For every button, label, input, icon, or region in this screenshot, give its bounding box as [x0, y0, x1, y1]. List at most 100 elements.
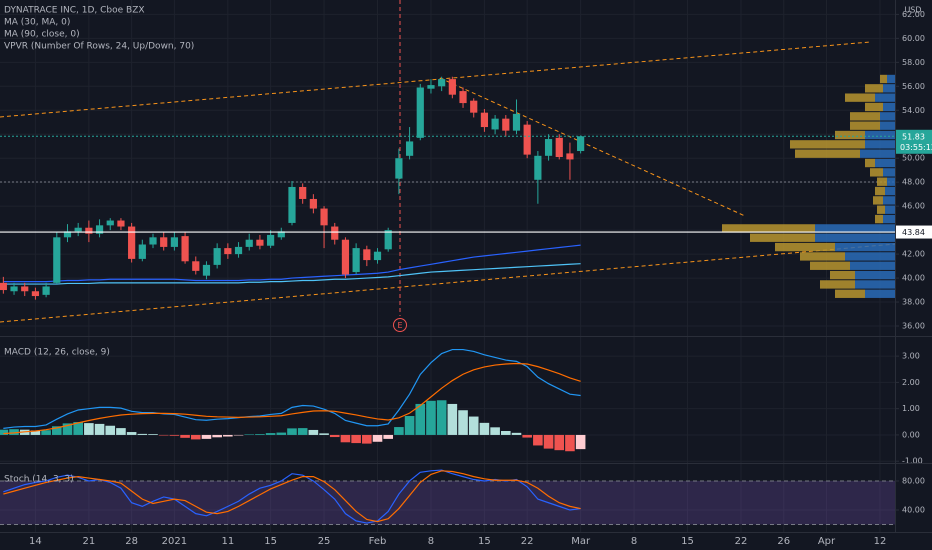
histogram-bar [180, 434, 190, 438]
vpvr-down [830, 270, 855, 280]
histogram-bar [362, 434, 372, 444]
histogram-bar [468, 416, 479, 435]
candle-body [555, 137, 563, 158]
candle-body [544, 139, 553, 156]
candle-body [320, 208, 328, 226]
histogram-bar [62, 423, 73, 435]
histogram-bar [126, 432, 137, 435]
histogram-bar [169, 434, 180, 436]
candle-body [459, 91, 467, 104]
candle-body [427, 85, 435, 89]
histogram-bar [415, 403, 426, 435]
x-tick-label: 22 [521, 536, 534, 547]
candle-body [331, 226, 339, 240]
histogram-bar [116, 428, 126, 435]
event-marker[interactable] [393, 318, 407, 332]
vpvr-down [810, 261, 850, 270]
indicator-line [3, 263, 581, 285]
candle-body [438, 79, 446, 87]
y-tick-label: 38.00 [902, 298, 925, 307]
x-tick-label: 15 [264, 536, 277, 547]
vpvr-up [860, 149, 895, 158]
vpvr-down [800, 252, 845, 261]
price-label: 43.84 [902, 228, 925, 237]
countdown: 03:55:12 [900, 143, 932, 152]
histogram-bar [575, 434, 586, 450]
vpvr-up [875, 93, 895, 102]
trend-line[interactable] [0, 41, 871, 118]
y-tick-label: 2.00 [902, 378, 920, 387]
x-tick-label: 28 [125, 536, 138, 547]
candle-body [309, 198, 317, 209]
x-tick-label: 2021 [162, 536, 187, 547]
vpvr-down [880, 74, 887, 84]
trend-line[interactable] [0, 243, 895, 323]
candle-body [138, 244, 146, 259]
candle-body [0, 282, 7, 291]
vpvr-down [820, 280, 855, 289]
y-tick-label: -1.00 [902, 457, 923, 466]
y-tick-label: 54.00 [902, 106, 925, 115]
y-tick-label: 40.00 [902, 506, 925, 515]
last-price-label: 51.83 [902, 132, 925, 141]
candle-body [288, 186, 296, 223]
vpvr-down [865, 84, 883, 93]
histogram-bar [0, 429, 9, 435]
histogram-bar [500, 431, 511, 435]
vpvr-down [873, 196, 883, 205]
histogram-bar [287, 428, 297, 435]
y-tick-label: 60.00 [902, 34, 925, 43]
vpvr-down [750, 233, 815, 242]
candle-body [480, 112, 489, 128]
vpvr-down [835, 130, 865, 140]
x-tick-label: 25 [318, 536, 331, 547]
y-tick-label: 36.00 [902, 322, 925, 331]
indicator-title: Stoch (14, 3, 3) [4, 475, 74, 485]
vpvr-up [883, 84, 895, 93]
vpvr-down [877, 177, 887, 186]
candle-body [192, 261, 200, 271]
candle-body [534, 155, 542, 180]
y-tick-label: 1.00 [902, 404, 920, 413]
vpvr-up [815, 233, 895, 242]
vpvr-down [722, 224, 815, 233]
price-label-box [896, 225, 932, 239]
macd-pane [0, 348, 586, 452]
candle-body [213, 248, 221, 265]
vpvr-up [815, 224, 895, 233]
candle-body [448, 79, 456, 95]
candle-body [267, 234, 275, 246]
vpvr-down [865, 102, 883, 112]
y-tick-label: 50.00 [902, 154, 925, 163]
candle-body [352, 248, 360, 273]
candle-body [523, 124, 531, 155]
histogram-bar [148, 434, 158, 435]
histogram-bar [543, 434, 554, 449]
vpvr-down [870, 168, 883, 177]
histogram-bar [255, 434, 265, 435]
y-tick-label: 58.00 [902, 58, 925, 67]
candle-body [181, 236, 189, 262]
candle-body [373, 251, 382, 261]
histogram-bar [223, 434, 233, 437]
histogram-bar [319, 433, 329, 435]
histogram-bar [158, 434, 169, 436]
candle-body [85, 227, 93, 234]
histogram-bar [351, 434, 361, 444]
candle-body [363, 249, 371, 261]
histogram-bar [201, 434, 212, 439]
x-tick-label: 14 [29, 536, 42, 547]
candle-body [256, 239, 264, 246]
vpvr-up [875, 158, 895, 168]
vpvr-up [865, 289, 895, 298]
histogram-bar [308, 429, 319, 435]
x-tick-label: 15 [681, 536, 694, 547]
candle-body [234, 246, 243, 255]
vpvr-down [845, 93, 875, 102]
vpvr-up [883, 102, 895, 112]
candle-body [10, 286, 18, 292]
histogram-bar [41, 430, 51, 435]
candle-body [74, 227, 82, 232]
